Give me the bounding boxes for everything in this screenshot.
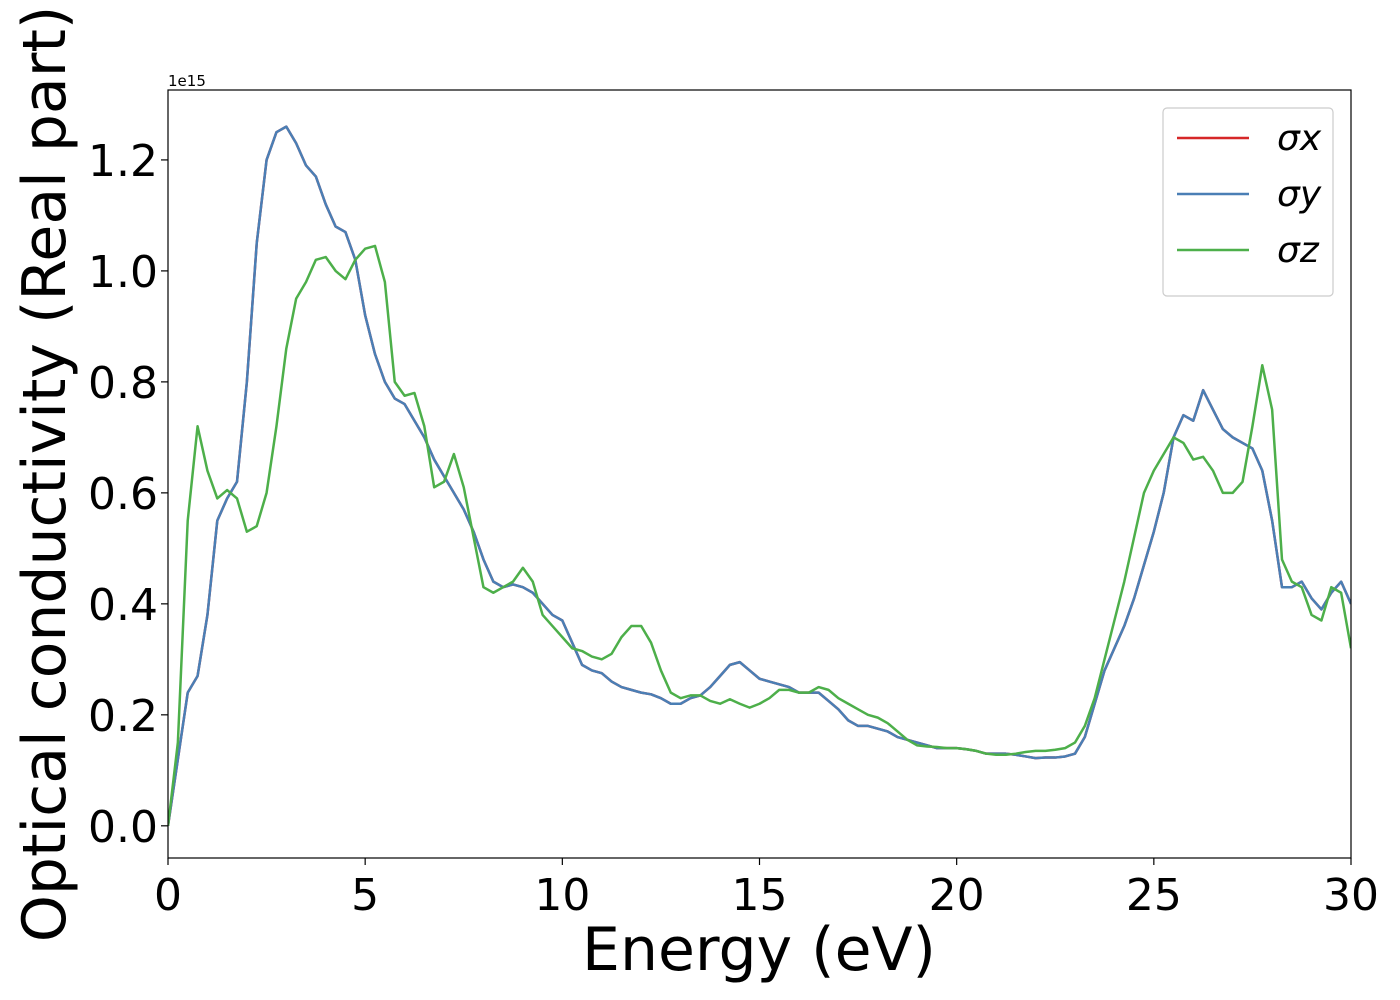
y-offset-label: 1e15	[168, 72, 206, 90]
y-tick-label: 0.0	[88, 802, 158, 853]
y-tick-label: 0.8	[88, 358, 158, 409]
y-tick-label: 1.2	[88, 136, 158, 187]
legend-label: σz	[1277, 230, 1320, 271]
y-tick-label: 0.6	[88, 469, 158, 520]
y-tick-label: 0.2	[88, 691, 158, 742]
legend-label: σy	[1277, 174, 1322, 215]
x-tick-label: 5	[351, 870, 379, 921]
x-axis-label: Energy (eV)	[582, 915, 936, 985]
y-tick-label: 0.4	[88, 580, 158, 631]
x-tick-label: 10	[534, 870, 590, 921]
x-tick-label: 0	[154, 870, 182, 921]
y-axis-label: Optical conductivity (Real part)	[10, 6, 80, 943]
plot-frame	[167, 89, 1352, 859]
x-tick-label: 15	[732, 870, 788, 921]
x-tick-label: 30	[1323, 870, 1379, 921]
series-line	[168, 125, 1351, 827]
x-tick-label: 20	[929, 870, 985, 921]
y-tick-label: 1.0	[88, 247, 158, 298]
series-line	[168, 244, 1351, 826]
legend-label: σx	[1277, 118, 1322, 159]
x-tick-label: 25	[1126, 870, 1182, 921]
